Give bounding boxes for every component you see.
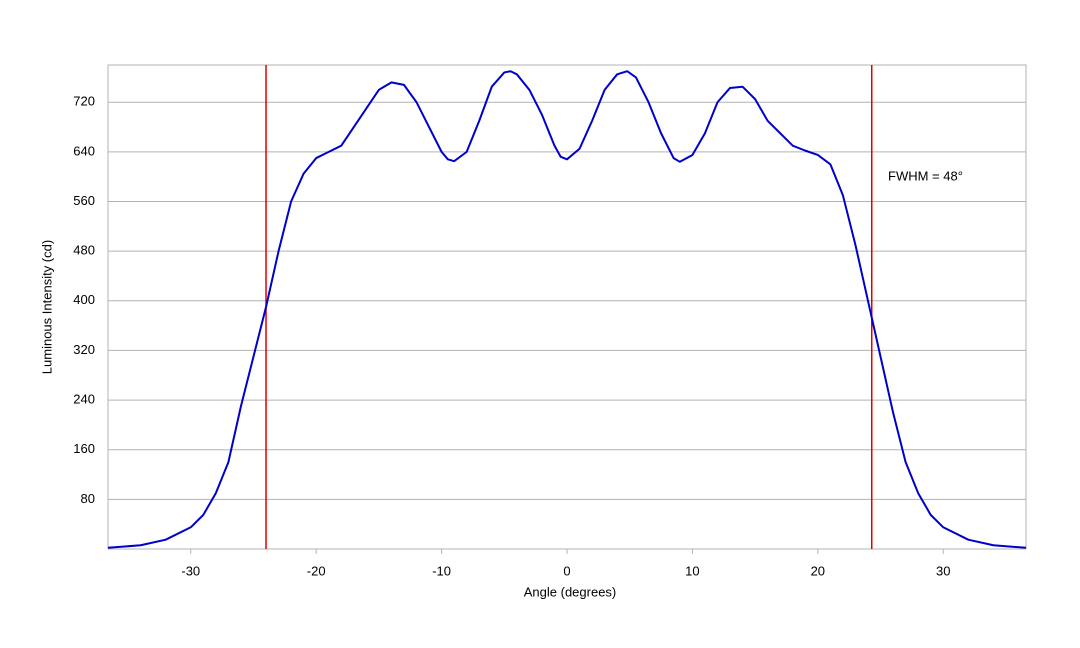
y-tick-label: 80 [81, 491, 95, 506]
x-tick-label: -10 [432, 563, 451, 578]
x-tick-label: -30 [181, 563, 200, 578]
x-tick-label: 0 [563, 563, 570, 578]
x-tick-label: 10 [685, 563, 699, 578]
plot-frame [107, 64, 1027, 550]
y-tick-label: 240 [73, 392, 95, 407]
y-tick-label: 640 [73, 143, 95, 158]
y-tick-label: 160 [73, 441, 95, 456]
annotation: FWHM = 48° [888, 168, 963, 183]
x-tick-label: 20 [811, 563, 825, 578]
y-tick-label: 560 [73, 193, 95, 208]
y-tick-label: 400 [73, 292, 95, 307]
y-tick-label: 320 [73, 342, 95, 357]
x-tick-label: -20 [307, 563, 326, 578]
y-axis-label: Luminous Intensity (cd) [39, 240, 54, 374]
x-tick-label: 30 [936, 563, 950, 578]
data-line [107, 70, 1027, 549]
y-tick-label: 720 [73, 94, 95, 109]
x-axis-label: Angle (degrees) [524, 584, 617, 599]
y-tick-label: 480 [73, 243, 95, 258]
